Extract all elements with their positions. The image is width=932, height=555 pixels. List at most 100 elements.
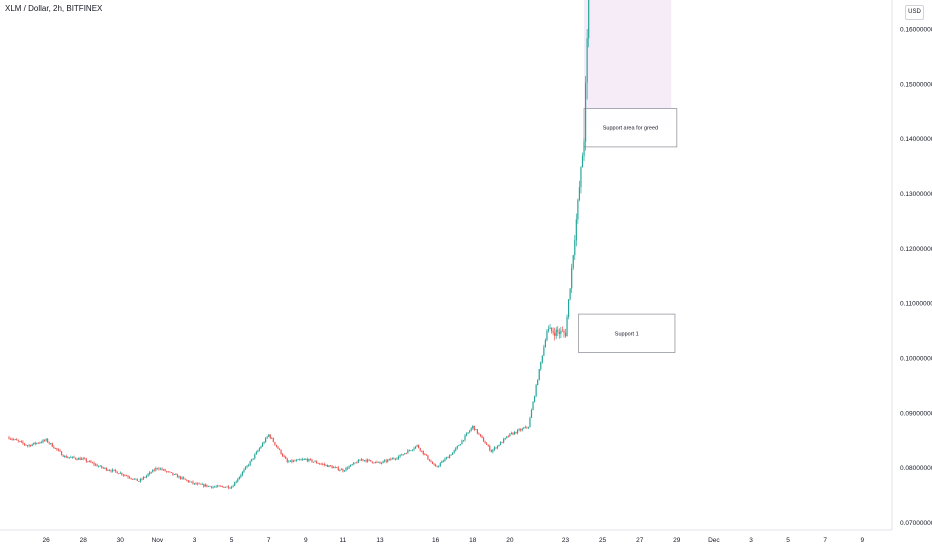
candle-body bbox=[481, 435, 483, 438]
candle-body bbox=[306, 459, 308, 462]
candle-body bbox=[476, 429, 478, 434]
candle-body bbox=[490, 450, 492, 452]
candle-body bbox=[333, 467, 335, 469]
candle-body bbox=[393, 458, 395, 460]
candle-body bbox=[283, 456, 285, 457]
candle-body bbox=[334, 467, 336, 469]
x-tick-label: 27 bbox=[636, 537, 644, 544]
candle-body bbox=[537, 379, 539, 385]
candle-body bbox=[447, 457, 449, 459]
candle-body bbox=[53, 446, 55, 449]
candle-body bbox=[580, 167, 582, 188]
candle-body bbox=[13, 439, 15, 441]
candle-body bbox=[238, 476, 240, 480]
candle-body bbox=[414, 446, 417, 449]
candle-body bbox=[433, 463, 435, 465]
candle-body bbox=[574, 240, 576, 256]
candle-body bbox=[251, 458, 253, 462]
candle-body bbox=[448, 455, 451, 458]
candle-body bbox=[181, 477, 183, 479]
support-zone bbox=[584, 0, 672, 128]
candle-body bbox=[428, 459, 431, 462]
x-tick-label: 29 bbox=[673, 537, 681, 544]
candle-body bbox=[240, 475, 242, 477]
candle-body bbox=[492, 449, 494, 452]
candle-body bbox=[319, 463, 321, 465]
x-tick-label: 16 bbox=[432, 537, 440, 544]
x-tick-label: 7 bbox=[267, 537, 271, 544]
candle-body bbox=[524, 426, 526, 428]
candle-body bbox=[39, 442, 41, 444]
candle-body bbox=[462, 440, 465, 442]
candle-body bbox=[382, 461, 384, 463]
candle-body bbox=[340, 469, 342, 471]
candle-body bbox=[268, 434, 270, 437]
candle-body bbox=[121, 472, 123, 475]
candle-body bbox=[187, 480, 189, 482]
candle-body bbox=[557, 329, 559, 332]
candle-body bbox=[540, 362, 542, 370]
x-tick-label: 7 bbox=[823, 537, 827, 544]
candle-body bbox=[402, 454, 404, 456]
x-tick-label: 3 bbox=[193, 537, 197, 544]
candle-body bbox=[421, 450, 423, 452]
candle-body bbox=[152, 469, 154, 473]
candle-body bbox=[368, 459, 370, 461]
candle-body bbox=[128, 477, 131, 479]
candle-body bbox=[387, 459, 389, 462]
candle-body bbox=[266, 436, 268, 439]
x-tick-label: 30 bbox=[117, 537, 125, 544]
candle-body bbox=[439, 463, 441, 466]
candle-body bbox=[159, 468, 162, 470]
candle-body bbox=[189, 481, 191, 483]
candle-body bbox=[196, 483, 199, 485]
candle-body bbox=[57, 449, 60, 451]
candle-body bbox=[190, 481, 193, 483]
candle-body bbox=[71, 456, 73, 458]
candle-body bbox=[371, 461, 373, 463]
candle-body bbox=[496, 445, 499, 449]
candle-body bbox=[473, 425, 475, 430]
x-tick-label: 3 bbox=[749, 537, 753, 544]
candle-body bbox=[550, 327, 553, 332]
annotation-label: Support area for greed bbox=[603, 126, 658, 132]
candle-body bbox=[308, 459, 310, 462]
candle-body bbox=[380, 462, 383, 464]
candle-body bbox=[377, 461, 380, 463]
candle-body bbox=[132, 478, 134, 480]
candle-body bbox=[116, 471, 118, 474]
candle-body bbox=[343, 470, 346, 472]
candle-body bbox=[68, 457, 70, 459]
candle-body bbox=[323, 464, 325, 465]
currency-button[interactable]: USD bbox=[905, 5, 924, 20]
candle-body bbox=[8, 437, 10, 439]
candle-body bbox=[11, 438, 13, 440]
candle-body bbox=[257, 450, 259, 452]
candle-body bbox=[469, 430, 471, 433]
candle-body bbox=[484, 441, 486, 444]
candle-body bbox=[130, 478, 132, 479]
candle-body bbox=[586, 38, 588, 83]
candle-body bbox=[452, 452, 454, 455]
candle-body bbox=[50, 443, 52, 445]
candle-body bbox=[218, 485, 220, 487]
candle-body bbox=[312, 461, 315, 463]
candle-body bbox=[538, 369, 540, 380]
candle-body bbox=[84, 458, 86, 460]
candle-body bbox=[302, 459, 304, 461]
candle-body bbox=[510, 433, 512, 434]
candle-body bbox=[19, 441, 21, 442]
candle-body bbox=[535, 384, 537, 396]
candle-body bbox=[234, 482, 236, 486]
candle-body bbox=[489, 445, 491, 451]
candle-body bbox=[418, 445, 420, 449]
candle-body bbox=[33, 442, 35, 445]
candle-body bbox=[566, 316, 568, 337]
candle-body bbox=[81, 458, 83, 460]
candle-body bbox=[442, 461, 444, 462]
candle-body bbox=[588, 0, 590, 39]
candle-body bbox=[353, 462, 355, 465]
candle-body bbox=[564, 332, 567, 337]
